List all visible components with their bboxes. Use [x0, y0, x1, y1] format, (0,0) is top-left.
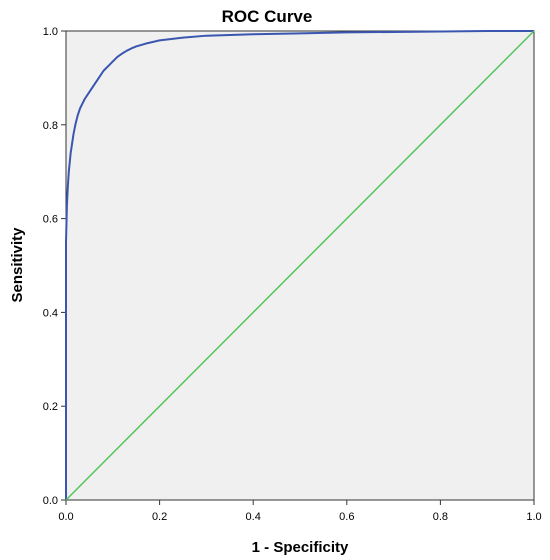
x-tick-label: 0.6 [339, 511, 354, 523]
y-tick-label: 0.8 [43, 120, 58, 132]
y-tick-label: 0.4 [43, 307, 58, 319]
roc-curve-line [65, 30, 534, 500]
y-axis-title: Sensitivity [9, 227, 26, 303]
x-axis-title: 1 - Specificity [252, 539, 349, 556]
y-tick-label: 0.0 [43, 495, 58, 507]
x-tick-label: 0.4 [246, 511, 261, 523]
axis-ticks: 0.0 0.2 0.4 0.6 0.8 1.0 0.0 0.2 0.4 0.6 0.8 1.0 [43, 26, 542, 523]
x-tick-label: 0.8 [433, 511, 448, 523]
x-tick-label: 0.0 [58, 511, 73, 523]
chart-title: ROC Curve [222, 7, 313, 26]
series-layer [65, 30, 535, 501]
y-tick-label: 0.2 [43, 401, 58, 413]
y-tick-label: 0.6 [43, 214, 58, 226]
reference-diagonal-line [65, 30, 535, 501]
x-tick-label: 1.0 [526, 511, 541, 523]
x-tick-label: 0.2 [152, 511, 167, 523]
y-tick-label: 1.0 [43, 26, 58, 38]
